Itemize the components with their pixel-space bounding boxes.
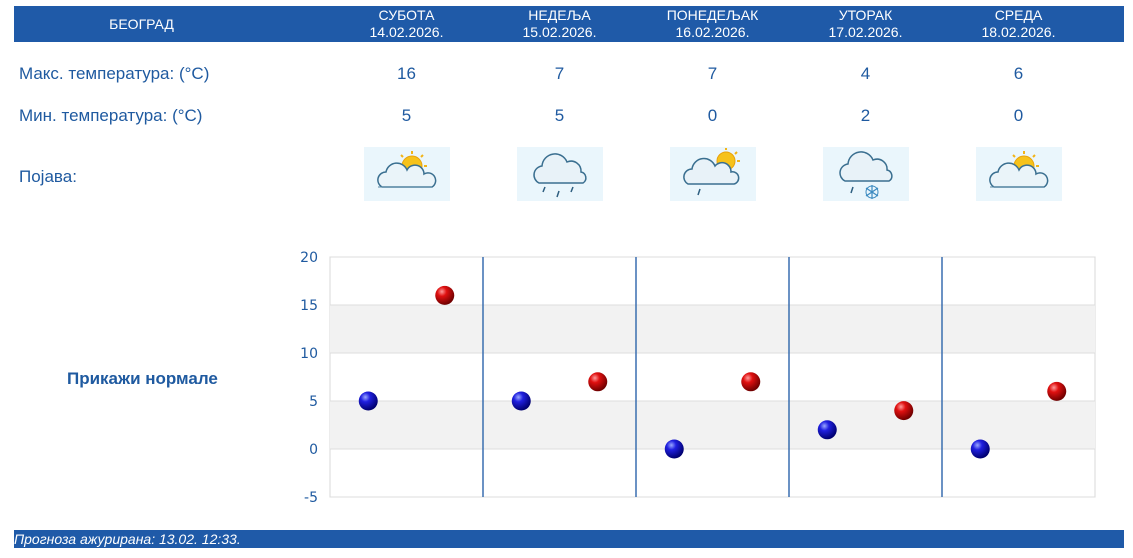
max-temp-value: 7 bbox=[554, 64, 565, 83]
day-date: 16.02.2026. bbox=[675, 24, 750, 40]
day-name: УТОРАК bbox=[838, 7, 893, 23]
footer-bar: Прогноза ажурирана: 13.02. 12:33. bbox=[14, 530, 1124, 548]
phenomenon-label: Појава: bbox=[19, 167, 77, 186]
day-name: ПОНЕДЕЉАК bbox=[666, 7, 759, 23]
cloud-rain-snow-icon bbox=[823, 147, 909, 201]
sun-behind-cloud-icon bbox=[976, 147, 1062, 201]
temperature-chart: 20 15 10 5 0 -5 bbox=[300, 250, 1096, 506]
day-dividers bbox=[482, 257, 943, 497]
day-name: СУБОТА bbox=[378, 7, 435, 23]
y-tick-label: 15 bbox=[300, 298, 318, 314]
day-column-header: СРЕДА 18.02.2026. bbox=[942, 7, 1095, 41]
min-temp-point bbox=[970, 439, 990, 459]
rain-cloud-icon bbox=[517, 147, 603, 201]
day-column-header: НЕДЕЉА 15.02.2026. bbox=[483, 7, 636, 41]
max-temp-point bbox=[435, 285, 455, 305]
chart-points bbox=[358, 285, 1067, 459]
day-column-header: СУБОТА 14.02.2026. bbox=[330, 7, 483, 41]
max-temp-label: Макс. температура: (°C) bbox=[19, 64, 210, 83]
forecast-updated-text: Прогноза ажурирана: 13.02. 12:33. bbox=[14, 531, 241, 547]
min-temp-value: 5 bbox=[401, 106, 412, 125]
y-tick-label: -5 bbox=[304, 490, 318, 506]
day-name: СРЕДА bbox=[994, 7, 1043, 23]
chart-grid bbox=[329, 256, 1096, 498]
show-normals-link[interactable]: Прикажи нормале bbox=[67, 369, 218, 388]
max-temp-point bbox=[741, 372, 761, 392]
max-temp-value: 4 bbox=[860, 64, 871, 83]
min-temp-value: 0 bbox=[707, 106, 718, 125]
y-axis: 20 15 10 5 0 -5 bbox=[300, 250, 318, 506]
day-column-header: ПОНЕДЕЉАК 16.02.2026. bbox=[636, 7, 789, 41]
grid-band bbox=[330, 305, 1095, 353]
day-date: 14.02.2026. bbox=[369, 24, 444, 40]
day-column-header: УТОРАК 17.02.2026. bbox=[789, 7, 942, 41]
min-temp-label: Мин. температура: (°C) bbox=[19, 106, 203, 125]
max-temp-point bbox=[588, 372, 608, 392]
day-date: 17.02.2026. bbox=[828, 24, 903, 40]
y-tick-label: 10 bbox=[300, 346, 318, 362]
min-temp-point bbox=[358, 391, 378, 411]
min-temp-value: 0 bbox=[1013, 106, 1024, 125]
max-temp-point bbox=[894, 401, 914, 421]
day-date: 18.02.2026. bbox=[981, 24, 1056, 40]
grid-band bbox=[330, 401, 1095, 449]
sun-behind-cloud-icon bbox=[364, 147, 450, 201]
plot-area bbox=[329, 256, 1096, 498]
day-date: 15.02.2026. bbox=[522, 24, 597, 40]
max-temp-point bbox=[1047, 381, 1067, 401]
max-temp-value: 6 bbox=[1013, 64, 1024, 83]
min-temp-point bbox=[511, 391, 531, 411]
y-tick-label: 5 bbox=[309, 394, 318, 410]
min-temp-value: 2 bbox=[860, 106, 871, 125]
min-temp-point bbox=[817, 420, 837, 440]
y-tick-label: 20 bbox=[300, 250, 318, 266]
forecast-header: БЕОГРАД СУБОТА 14.02.2026. НЕДЕЉА 15.02.… bbox=[14, 6, 1124, 42]
min-temp-value: 5 bbox=[554, 106, 565, 125]
max-temp-value: 16 bbox=[397, 64, 416, 83]
sun-cloud-light-rain-icon bbox=[670, 147, 756, 201]
day-name: НЕДЕЉА bbox=[528, 7, 591, 23]
y-tick-label: 0 bbox=[309, 442, 318, 458]
city-name: БЕОГРАД bbox=[109, 16, 174, 32]
min-temp-point bbox=[664, 439, 684, 459]
max-temp-value: 7 bbox=[707, 64, 718, 83]
